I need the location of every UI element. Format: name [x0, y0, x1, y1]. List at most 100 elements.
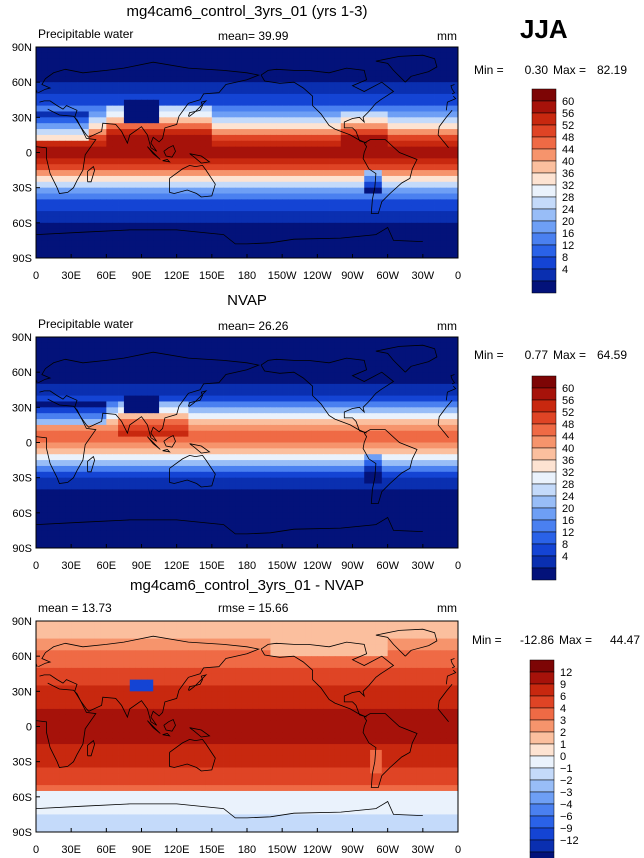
field-cell	[170, 512, 178, 520]
field-cell	[71, 378, 78, 385]
field-cell	[247, 88, 254, 95]
field-cell	[147, 460, 154, 467]
field-cell	[135, 93, 142, 101]
field-cell	[329, 483, 336, 490]
field-cell	[334, 407, 342, 414]
field-cell	[258, 170, 265, 177]
field-cell	[288, 175, 295, 183]
field-cell	[141, 129, 148, 136]
field-cell	[264, 407, 271, 414]
field-cell	[118, 501, 125, 508]
field-cell	[247, 199, 254, 206]
field-cell	[159, 495, 166, 502]
field-cell	[358, 123, 365, 130]
field-cell	[65, 175, 72, 183]
field-cell	[159, 82, 166, 89]
field-cell	[159, 342, 166, 350]
field-cell	[346, 395, 353, 402]
field-cell	[217, 76, 224, 83]
field-cell	[229, 430, 236, 438]
field-cell	[428, 158, 435, 165]
field-cell	[299, 99, 307, 107]
field-cell	[112, 378, 119, 385]
field-cell	[305, 76, 312, 83]
field-cell	[112, 342, 119, 350]
field-cell	[47, 170, 54, 177]
field-cell	[159, 64, 166, 71]
field-cell	[65, 460, 72, 467]
field-cell	[205, 240, 213, 247]
field-cell	[88, 337, 96, 344]
field-cell	[194, 501, 201, 508]
field-cell	[53, 489, 60, 496]
field-cell	[411, 175, 418, 183]
field-cell	[405, 430, 412, 438]
field-cell	[252, 436, 260, 443]
field-cell	[106, 47, 113, 54]
coastline	[162, 159, 171, 163]
field-cell	[71, 93, 78, 101]
field-cell	[170, 146, 178, 153]
field-cell	[252, 448, 260, 455]
field-cell	[235, 389, 242, 397]
field-cell	[434, 88, 441, 95]
field-cell	[88, 234, 96, 241]
coastline	[437, 134, 449, 149]
field-cell	[77, 383, 84, 391]
field-cell	[47, 129, 54, 136]
field-cell	[200, 419, 207, 426]
field-cell	[387, 105, 394, 112]
field-cell	[194, 413, 201, 420]
field-cell	[112, 495, 119, 502]
field-cell	[282, 146, 289, 153]
field-cell	[82, 436, 90, 443]
field-cell	[340, 252, 348, 258]
field-cell	[434, 430, 441, 438]
field-cell	[65, 383, 72, 391]
field-cell	[47, 389, 54, 397]
field-cell	[270, 512, 277, 520]
field-cell	[36, 383, 43, 391]
field-cell	[100, 477, 107, 484]
field-cell	[299, 436, 307, 443]
field-cell	[170, 246, 178, 253]
field-cell	[276, 252, 283, 258]
field-cell	[270, 342, 277, 350]
field-cell	[135, 471, 142, 479]
field-cell	[153, 389, 160, 397]
field-cell	[88, 407, 96, 414]
field-cell	[270, 465, 277, 473]
field-cell	[223, 518, 230, 525]
field-cell	[159, 442, 166, 449]
field-cell	[229, 366, 236, 373]
field-cell	[270, 337, 277, 344]
field-cell	[211, 430, 219, 438]
field-cell	[47, 181, 54, 189]
field-cell	[235, 129, 242, 136]
field-cell	[399, 246, 406, 253]
field-cell	[270, 175, 277, 183]
field-cell	[147, 134, 154, 142]
field-cell	[59, 407, 66, 414]
field-cell	[346, 348, 353, 355]
field-cell	[364, 342, 371, 350]
field-cell	[88, 199, 96, 206]
field-cell	[416, 123, 424, 130]
field-cell	[129, 419, 137, 426]
field-cell	[258, 252, 265, 258]
field-cell	[100, 506, 107, 514]
field-cell	[217, 216, 224, 224]
field-cell	[241, 216, 248, 224]
field-cell	[188, 424, 195, 432]
field-cell	[71, 88, 78, 95]
field-cell	[358, 489, 365, 496]
coastline	[169, 164, 216, 198]
field-cell	[411, 512, 418, 520]
field-cell	[106, 93, 113, 101]
field-cell	[164, 170, 172, 177]
field-cell	[381, 105, 389, 112]
field-cell	[82, 205, 90, 212]
field-cell	[159, 158, 166, 165]
field-cell	[387, 117, 394, 124]
field-cell	[129, 252, 137, 258]
